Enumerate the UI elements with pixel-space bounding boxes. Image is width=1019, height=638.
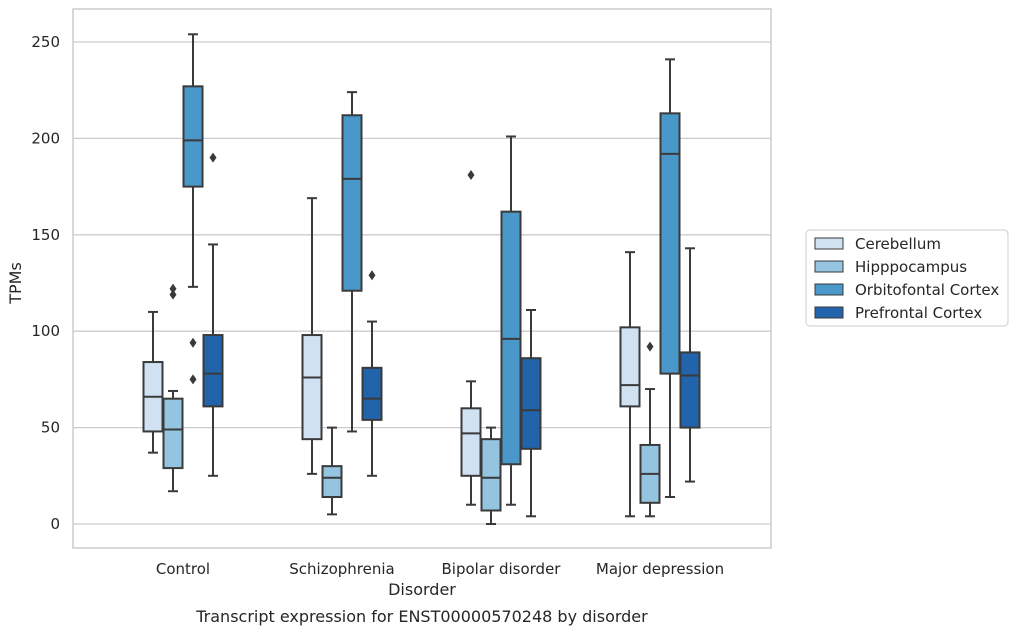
box-0-2 bbox=[460, 170, 482, 506]
box-iqr bbox=[659, 112, 681, 375]
box-iqr bbox=[321, 465, 343, 499]
legend-swatch bbox=[814, 260, 844, 273]
outlier-point bbox=[169, 289, 177, 300]
box-iqr bbox=[301, 334, 323, 441]
outlier-point bbox=[209, 152, 217, 163]
box-0-1 bbox=[301, 197, 323, 475]
box-iqr bbox=[480, 438, 502, 512]
y-tick-label: 250 bbox=[31, 33, 60, 51]
box-iqr bbox=[520, 357, 542, 450]
x-axis-label: Disorder bbox=[388, 580, 456, 599]
box-iqr bbox=[460, 407, 482, 477]
y-tick-label: 200 bbox=[31, 129, 60, 147]
x-tick-label: Bipolar disorder bbox=[442, 560, 562, 578]
legend-frame bbox=[805, 229, 1009, 327]
box-1-1 bbox=[321, 426, 343, 516]
legend-swatch bbox=[814, 306, 844, 319]
outlier-point bbox=[368, 270, 376, 281]
box-1-0 bbox=[162, 283, 184, 493]
box-0-3 bbox=[619, 251, 641, 518]
box-3-0 bbox=[202, 152, 224, 477]
box-iqr bbox=[182, 85, 204, 188]
outlier-point bbox=[467, 170, 475, 181]
box-2-2 bbox=[500, 135, 522, 506]
box-1-2 bbox=[480, 426, 502, 525]
box-iqr bbox=[341, 114, 363, 292]
box-3-3 bbox=[679, 247, 701, 483]
box-3-2 bbox=[520, 308, 542, 518]
box-iqr bbox=[619, 326, 641, 408]
legend-swatch bbox=[814, 237, 844, 250]
box-1-3 bbox=[639, 341, 661, 518]
box-2-0 bbox=[182, 33, 204, 385]
outlier-point bbox=[189, 337, 197, 348]
y-tick-label: 100 bbox=[31, 322, 60, 340]
y-tick-label: 0 bbox=[50, 515, 60, 533]
x-tick-label: Control bbox=[156, 560, 210, 578]
box-iqr bbox=[361, 366, 383, 421]
box-2-1 bbox=[341, 91, 363, 433]
legend-label: Orbitofontal Cortex bbox=[855, 281, 999, 299]
y-axis-ticks: 0 50 100 150 200 250 bbox=[31, 33, 60, 533]
box-2-3 bbox=[659, 58, 681, 499]
outlier-point bbox=[169, 283, 177, 294]
legend-label: Prefrontal Cortex bbox=[855, 304, 982, 322]
box-0-0 bbox=[142, 310, 164, 454]
x-axis-ticks: Control Schizophrenia Bipolar disorder Majo… bbox=[156, 560, 724, 578]
y-tick-label: 50 bbox=[41, 419, 60, 437]
outlier-point bbox=[646, 341, 654, 352]
x-tick-label: Major depression bbox=[596, 560, 724, 578]
y-axis-label: TPMs bbox=[6, 262, 25, 305]
outlier-point bbox=[189, 374, 197, 385]
box-3-1 bbox=[361, 270, 383, 477]
y-tick-label: 150 bbox=[31, 226, 60, 244]
x-tick-label: Schizophrenia bbox=[289, 560, 394, 578]
figure-caption: Transcript expression for ENST0000057024… bbox=[195, 607, 648, 626]
box-iqr bbox=[202, 334, 224, 408]
box-iqr bbox=[162, 397, 184, 470]
legend-swatch bbox=[814, 283, 844, 296]
box-iqr bbox=[679, 351, 701, 429]
plot-frame bbox=[72, 8, 772, 549]
legend: Cerebellum Hipppocampus Orbitofontal Corte… bbox=[805, 229, 1009, 327]
legend-label: Cerebellum bbox=[855, 235, 941, 253]
boxes bbox=[142, 33, 701, 525]
legend-label: Hipppocampus bbox=[855, 258, 967, 276]
